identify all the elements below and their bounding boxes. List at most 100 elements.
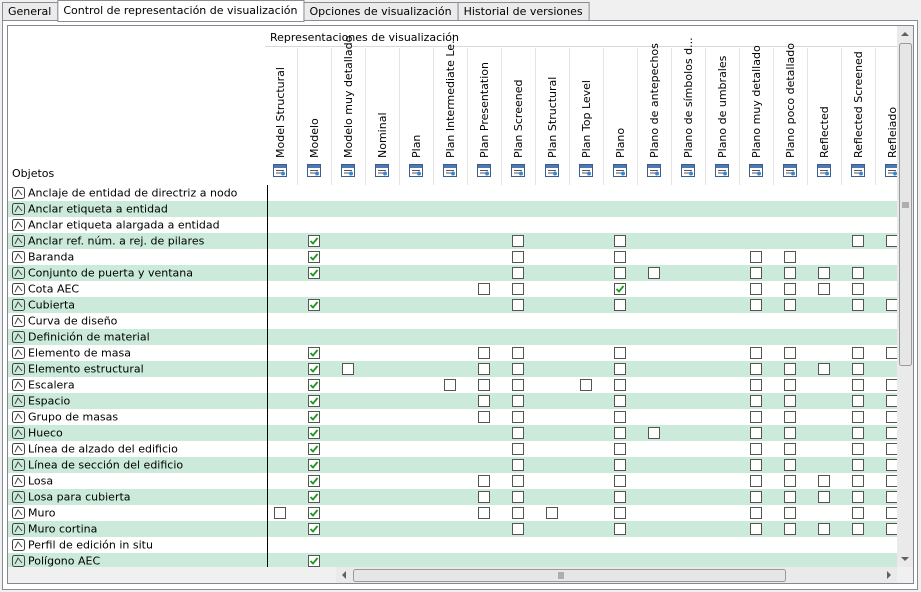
checkbox[interactable]: [512, 235, 524, 247]
checkbox[interactable]: [886, 459, 898, 471]
checkbox[interactable]: [784, 347, 796, 359]
checkbox[interactable]: [512, 395, 524, 407]
checkbox[interactable]: [512, 299, 524, 311]
checkbox[interactable]: [512, 459, 524, 471]
checkbox[interactable]: [308, 475, 320, 487]
checkbox[interactable]: [308, 427, 320, 439]
checkbox[interactable]: [478, 507, 490, 519]
checkbox[interactable]: [852, 507, 864, 519]
checkbox[interactable]: [750, 475, 762, 487]
checkbox[interactable]: [512, 411, 524, 423]
checkbox[interactable]: [852, 411, 864, 423]
checkbox[interactable]: [614, 491, 626, 503]
checkbox[interactable]: [852, 523, 864, 535]
checkbox[interactable]: [512, 427, 524, 439]
checkbox[interactable]: [274, 507, 286, 519]
checkbox[interactable]: [750, 507, 762, 519]
checkbox[interactable]: [580, 379, 592, 391]
checkbox[interactable]: [886, 427, 898, 439]
checkbox[interactable]: [852, 475, 864, 487]
checkbox[interactable]: [818, 523, 830, 535]
checkbox[interactable]: [308, 251, 320, 263]
checkbox[interactable]: [478, 491, 490, 503]
checkbox[interactable]: [818, 267, 830, 279]
checkbox[interactable]: [512, 283, 524, 295]
checkbox[interactable]: [784, 427, 796, 439]
scroll-left[interactable]: [342, 571, 346, 579]
checkbox[interactable]: [750, 523, 762, 535]
checkbox[interactable]: [750, 491, 762, 503]
checkbox[interactable]: [852, 267, 864, 279]
checkbox[interactable]: [784, 299, 796, 311]
vertical-scrollbar[interactable]: [897, 26, 913, 567]
checkbox[interactable]: [784, 251, 796, 263]
checkbox[interactable]: [784, 395, 796, 407]
checkbox[interactable]: [614, 347, 626, 359]
scroll-right[interactable]: [887, 571, 891, 579]
checkbox[interactable]: [750, 363, 762, 375]
tab-label[interactable]: Opciones de visualización: [309, 5, 451, 18]
checkbox[interactable]: [308, 523, 320, 535]
checkbox[interactable]: [852, 427, 864, 439]
checkbox[interactable]: [512, 491, 524, 503]
checkbox[interactable]: [308, 395, 320, 407]
checkbox[interactable]: [308, 235, 320, 247]
checkbox[interactable]: [648, 267, 660, 279]
checkbox[interactable]: [886, 443, 898, 455]
checkbox[interactable]: [886, 411, 898, 423]
checkbox[interactable]: [852, 395, 864, 407]
checkbox[interactable]: [308, 443, 320, 455]
checkbox[interactable]: [512, 379, 524, 391]
checkbox[interactable]: [750, 251, 762, 263]
horizontal-scrollbar[interactable]: [8, 567, 913, 583]
tab-label[interactable]: Control de representación de visualizaci…: [63, 4, 297, 17]
checkbox[interactable]: [308, 347, 320, 359]
checkbox[interactable]: [648, 427, 660, 439]
checkbox[interactable]: [886, 523, 898, 535]
checkbox[interactable]: [750, 267, 762, 279]
tab-label[interactable]: Historial de versiones: [464, 5, 583, 18]
checkbox[interactable]: [784, 379, 796, 391]
checkbox[interactable]: [886, 299, 898, 311]
checkbox[interactable]: [512, 523, 524, 535]
checkbox[interactable]: [512, 251, 524, 263]
checkbox[interactable]: [614, 235, 626, 247]
checkbox[interactable]: [818, 475, 830, 487]
checkbox[interactable]: [342, 363, 354, 375]
checkbox[interactable]: [308, 491, 320, 503]
checkbox[interactable]: [614, 459, 626, 471]
checkbox[interactable]: [614, 379, 626, 391]
checkbox[interactable]: [750, 299, 762, 311]
scroll-thumb[interactable]: [353, 569, 786, 582]
checkbox[interactable]: [852, 347, 864, 359]
checkbox[interactable]: [750, 379, 762, 391]
checkbox[interactable]: [308, 379, 320, 391]
checkbox[interactable]: [852, 299, 864, 311]
checkbox[interactable]: [614, 395, 626, 407]
checkbox[interactable]: [478, 411, 490, 423]
checkbox[interactable]: [512, 347, 524, 359]
checkbox[interactable]: [308, 299, 320, 311]
checkbox[interactable]: [614, 363, 626, 375]
checkbox[interactable]: [478, 395, 490, 407]
checkbox[interactable]: [750, 347, 762, 359]
checkbox[interactable]: [478, 379, 490, 391]
checkbox[interactable]: [308, 459, 320, 471]
checkbox[interactable]: [614, 299, 626, 311]
checkbox[interactable]: [614, 267, 626, 279]
checkbox[interactable]: [784, 459, 796, 471]
checkbox[interactable]: [750, 427, 762, 439]
checkbox[interactable]: [614, 443, 626, 455]
checkbox[interactable]: [512, 507, 524, 519]
checkbox[interactable]: [750, 283, 762, 295]
checkbox[interactable]: [886, 491, 898, 503]
checkbox[interactable]: [818, 283, 830, 295]
checkbox[interactable]: [784, 411, 796, 423]
checkbox[interactable]: [784, 523, 796, 535]
checkbox[interactable]: [818, 491, 830, 503]
checkbox[interactable]: [886, 235, 898, 247]
scroll-down[interactable]: [901, 557, 909, 561]
checkbox[interactable]: [614, 251, 626, 263]
scroll-up[interactable]: [901, 32, 909, 36]
checkbox[interactable]: [308, 363, 320, 375]
